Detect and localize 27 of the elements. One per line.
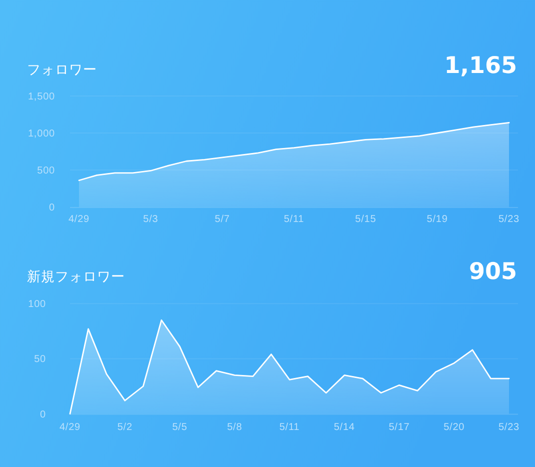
chart-title: 新規フォロワー — [27, 269, 125, 285]
x-tick-label: 5/11 — [279, 422, 300, 433]
x-tick-label: 5/17 — [388, 422, 410, 433]
chart-title: フォロワー — [27, 62, 97, 78]
x-tick-label: 5/7 — [214, 214, 230, 225]
y-tick-label: 0 — [40, 409, 46, 420]
x-tick-label: 4/29 — [68, 214, 90, 225]
x-tick-label: 5/11 — [284, 214, 304, 225]
text: 1,165 — [444, 53, 517, 79]
x-tick-label: 5/23 — [498, 422, 520, 433]
x-tick-label: 5/23 — [498, 214, 520, 225]
x-tick-label: 5/8 — [227, 422, 242, 433]
y-tick-label: 50 — [34, 354, 46, 366]
x-tick-label: 5/2 — [117, 422, 132, 433]
y-tick-label: 1,500 — [28, 92, 56, 102]
y-tick-label: 100 — [28, 299, 46, 310]
x-tick-label: 5/14 — [334, 422, 355, 433]
y-tick-label: 1,000 — [28, 128, 56, 140]
x-tick-label: 5/15 — [355, 214, 376, 225]
x-tick-label: 5/3 — [143, 214, 158, 225]
x-tick-label: 5/5 — [172, 422, 188, 433]
x-tick-label: 4/29 — [59, 422, 81, 433]
x-tick-label: 5/20 — [444, 422, 465, 433]
x-tick-label: 5/19 — [426, 214, 448, 225]
y-tick-label: 500 — [37, 166, 56, 176]
text: 905 — [468, 259, 517, 285]
y-tick-label: 0 — [49, 202, 56, 214]
